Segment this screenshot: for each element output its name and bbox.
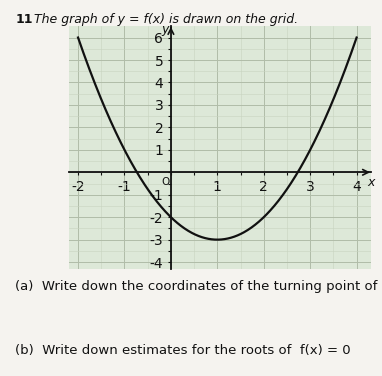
Text: (a)  Write down the coordinates of the turning point of the graph.: (a) Write down the coordinates of the tu… xyxy=(15,280,382,293)
Text: y: y xyxy=(161,23,168,36)
Text: (b)  Write down estimates for the roots of  f(x) = 0: (b) Write down estimates for the roots o… xyxy=(15,344,351,357)
Text: x: x xyxy=(367,176,374,189)
Text: The graph of y = f(x) is drawn on the grid.: The graph of y = f(x) is drawn on the gr… xyxy=(34,13,298,26)
Text: 11: 11 xyxy=(15,13,33,26)
Text: O: O xyxy=(161,177,170,187)
